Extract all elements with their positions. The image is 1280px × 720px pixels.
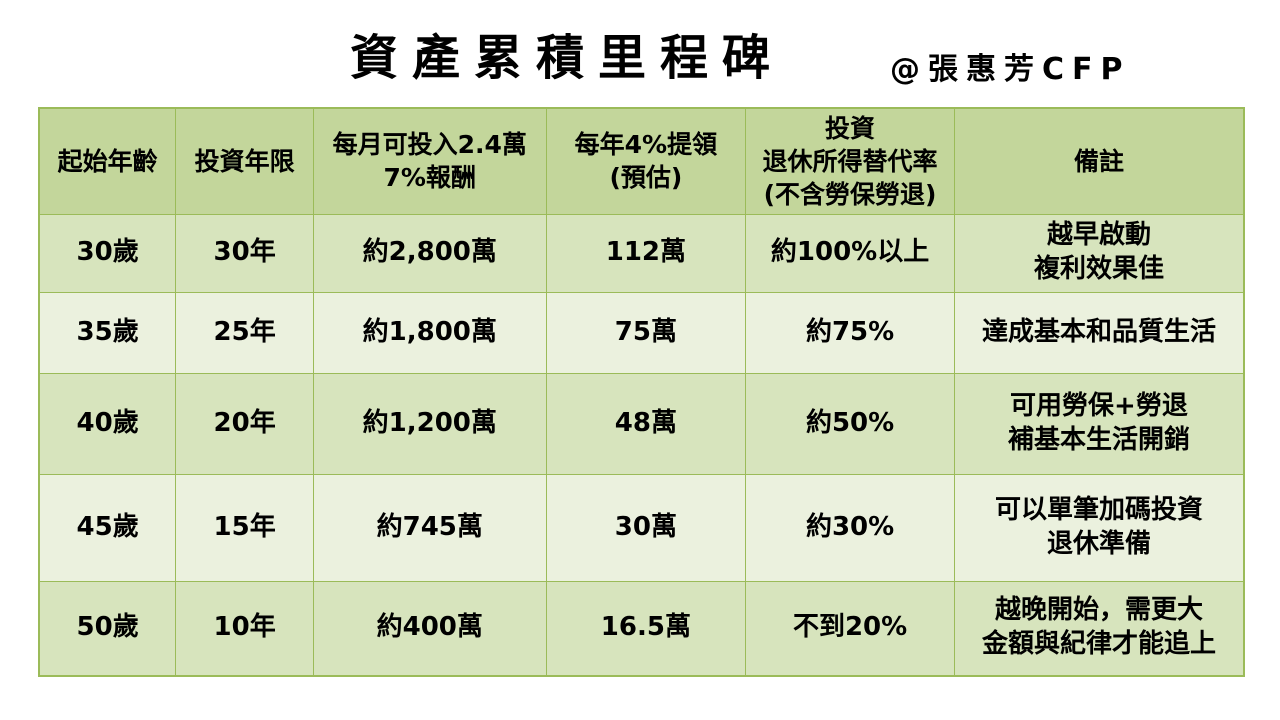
header-cell-invest-years: 投資年限: [175, 107, 314, 215]
table-cell: 越晚開始，需更大 金額與紀律才能追上: [953, 580, 1245, 677]
table-cell: 不到20%: [745, 580, 955, 677]
table-cell: 20年: [175, 372, 314, 475]
table-cell: 40歲: [38, 372, 177, 475]
table-cell: 35歲: [38, 291, 177, 374]
table-row: 40歲 20年 約1,200萬 48萬 約50% 可用勞保+勞退 補基本生活開銷: [38, 372, 1245, 475]
table-cell: 約75%: [745, 291, 955, 374]
author-credit: @張惠芳CFP: [890, 52, 1131, 87]
table-cell: 112萬: [545, 213, 747, 293]
table-cell: 48萬: [545, 372, 747, 475]
table-cell: 30歲: [38, 213, 177, 293]
table-cell: 約1,200萬: [312, 372, 547, 475]
table-cell: 可以單筆加碼投資 退休準備: [953, 473, 1245, 582]
table-cell: 約100%以上: [745, 213, 955, 293]
table-row: 45歲 15年 約745萬 30萬 約30% 可以單筆加碼投資 退休準備: [38, 473, 1245, 582]
table-cell: 10年: [175, 580, 314, 677]
table-cell: 約745萬: [312, 473, 547, 582]
table-cell: 約2,800萬: [312, 213, 547, 293]
header-cell-start-age: 起始年齡: [38, 107, 177, 215]
table-cell: 達成基本和品質生活: [953, 291, 1245, 374]
table-cell: 75萬: [545, 291, 747, 374]
table-cell: 25年: [175, 291, 314, 374]
header-cell-withdrawal: 每年4%提領 (預估): [545, 107, 747, 215]
table-row: 50歲 10年 約400萬 16.5萬 不到20% 越晚開始，需更大 金額與紀律…: [38, 580, 1245, 677]
table-cell: 約400萬: [312, 580, 547, 677]
table-cell: 45歲: [38, 473, 177, 582]
table-cell: 30年: [175, 213, 314, 293]
table-row: 35歲 25年 約1,800萬 75萬 約75% 達成基本和品質生活: [38, 291, 1245, 374]
asset-milestone-table: 起始年齡 投資年限 每月可投入2.4萬 7%報酬 每年4%提領 (預估) 投資 …: [38, 107, 1245, 677]
header-cell-replacement-rate: 投資 退休所得替代率 (不含勞保勞退): [745, 107, 955, 215]
table-cell: 約30%: [745, 473, 955, 582]
table-cell: 越早啟動 複利效果佳: [953, 213, 1245, 293]
header-row: 起始年齡 投資年限 每月可投入2.4萬 7%報酬 每年4%提領 (預估) 投資 …: [38, 107, 1245, 215]
table-cell: 30萬: [545, 473, 747, 582]
table-cell: 15年: [175, 473, 314, 582]
header-cell-notes: 備註: [953, 107, 1245, 215]
table-row: 30歲 30年 約2,800萬 112萬 約100%以上 越早啟動 複利效果佳: [38, 213, 1245, 293]
table-cell: 可用勞保+勞退 補基本生活開銷: [953, 372, 1245, 475]
header-cell-monthly-invest: 每月可投入2.4萬 7%報酬: [312, 107, 547, 215]
page-title: 資產累積里程碑: [350, 30, 785, 86]
table-cell: 約1,800萬: [312, 291, 547, 374]
table-cell: 約50%: [745, 372, 955, 475]
table-cell: 50歲: [38, 580, 177, 677]
table-cell: 16.5萬: [545, 580, 747, 677]
